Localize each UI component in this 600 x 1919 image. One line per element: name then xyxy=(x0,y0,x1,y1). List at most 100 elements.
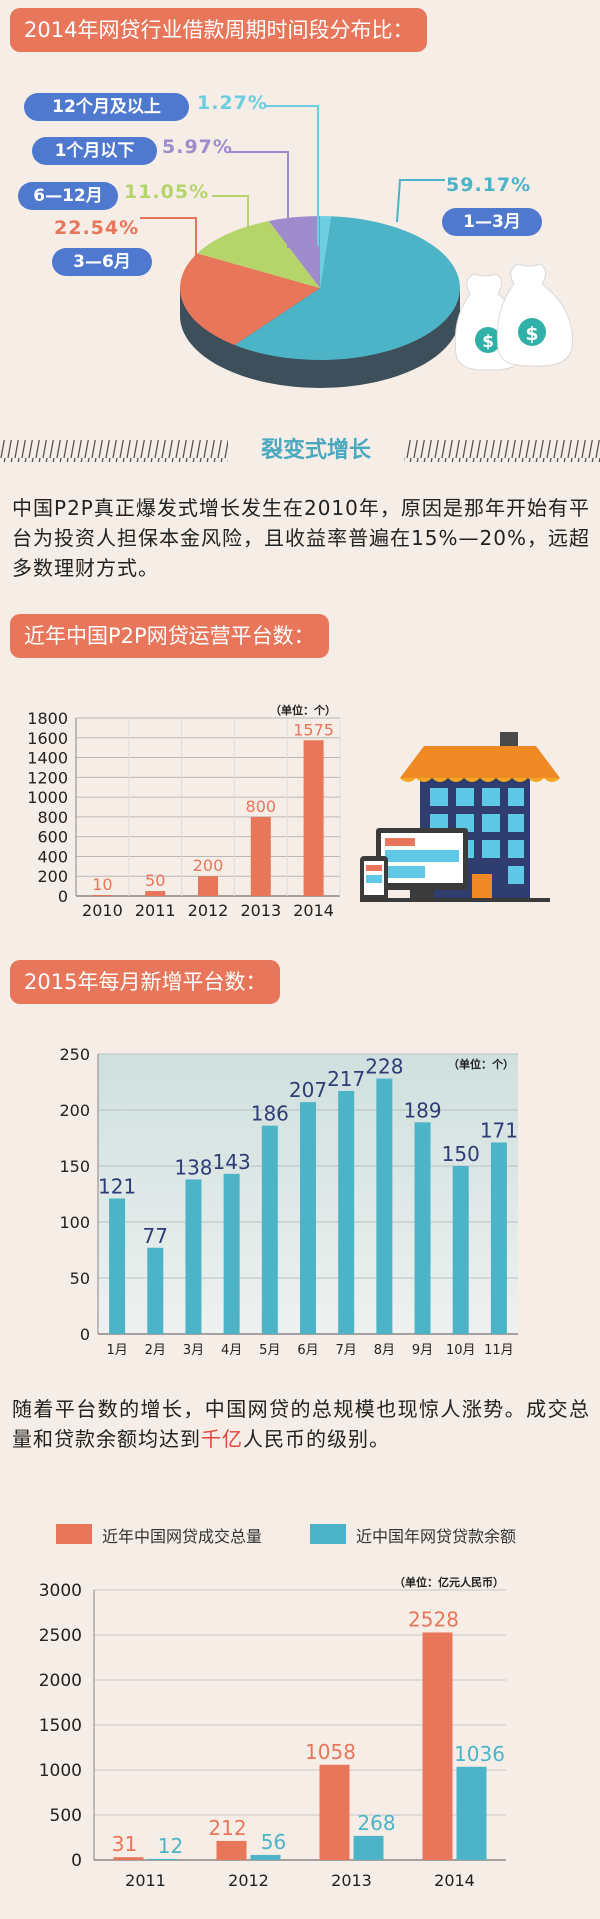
y-tick-label: 2500 xyxy=(39,1626,82,1646)
monthly-section-title: 2015年每月新增平台数： xyxy=(10,960,281,1004)
bar-value-label: 228 xyxy=(365,1055,403,1079)
x-tick-label: 3月 xyxy=(183,1343,204,1358)
x-tick-label: 8月 xyxy=(374,1343,395,1358)
x-tick-label: 2013 xyxy=(240,901,281,920)
bar xyxy=(250,816,271,896)
bar-balance xyxy=(147,1858,178,1860)
bar-value-label: 143 xyxy=(213,1150,251,1174)
bar-volume xyxy=(422,1632,453,1860)
label-1-3m: 1—3月 xyxy=(442,208,542,236)
y-tick-label: 400 xyxy=(37,847,68,866)
y-tick-label: 800 xyxy=(37,808,68,827)
y-tick-label: 100 xyxy=(59,1213,90,1232)
bar-value-label: 2528 xyxy=(408,1607,459,1631)
leader-under-1m xyxy=(228,151,289,248)
bar-value-label: 31 xyxy=(112,1832,137,1856)
label-12m-plus: 12个月及以上 xyxy=(24,93,189,121)
bar-value-label: 171 xyxy=(480,1118,518,1142)
y-tick-label: 1800 xyxy=(27,709,68,728)
bar xyxy=(109,1198,126,1334)
platforms-bar-chart: 0200400600800100012001400160018001020105… xyxy=(27,703,341,920)
x-tick-label: 2012 xyxy=(188,901,229,920)
monthly-bar-chart: 0 50 100 150 200 250 121 1月 77 2月 138 3月 143 4月 186 5月 2… xyxy=(59,1045,518,1358)
scale-text-highlight: 千亿 xyxy=(201,1427,243,1451)
x-tick-label: 6月 xyxy=(297,1343,318,1358)
y-tick-label: 3000 xyxy=(39,1581,82,1601)
bar-value-label: 138 xyxy=(174,1155,212,1179)
leader-3-6m xyxy=(140,217,197,265)
y-tick-label: 600 xyxy=(37,828,68,847)
bar-value-label: 212 xyxy=(208,1816,246,1840)
bar-value-label: 800 xyxy=(246,797,277,816)
pie-slice-3-6m xyxy=(179,253,320,346)
bar-value-label: 217 xyxy=(327,1067,365,1091)
y-tick-label: 200 xyxy=(37,867,68,886)
bar-value-label: 121 xyxy=(98,1174,136,1198)
bar-volume xyxy=(216,1840,247,1860)
bar-value-label: 12 xyxy=(158,1834,183,1858)
unit-label: （单位：个） xyxy=(448,1057,514,1071)
y-tick-label: 150 xyxy=(59,1157,90,1176)
x-tick-label: 5月 xyxy=(259,1343,280,1358)
pie-section-title: 2014年网贷行业借款周期时间段分布比： xyxy=(10,8,428,52)
bar xyxy=(452,1166,469,1334)
bar-volume xyxy=(319,1764,350,1860)
bar-value-label: 207 xyxy=(289,1078,327,1102)
scale-text: 随着平台数的增长，中国网贷的总规模也现惊人涨势。成交总量和贷款余额均达到千亿人民… xyxy=(12,1397,590,1451)
bar-value-label: 50 xyxy=(145,871,165,890)
bar-value-label: 186 xyxy=(251,1102,289,1126)
bar xyxy=(147,1247,164,1334)
bar-value-label: 10 xyxy=(92,875,112,894)
bar-value-label: 189 xyxy=(403,1098,441,1122)
bar-volume xyxy=(113,1857,144,1860)
bar-value-label: 1058 xyxy=(305,1740,356,1764)
bar xyxy=(198,876,218,896)
unit-label: （单位：个） xyxy=(270,703,336,717)
x-tick-label: 11月 xyxy=(484,1343,514,1358)
y-tick-label: 1500 xyxy=(39,1716,82,1736)
pie-slice-under-1m xyxy=(268,216,321,288)
x-tick-label: 4月 xyxy=(221,1343,242,1358)
legend-volume: 近年中国网贷成交总量 xyxy=(102,1527,263,1546)
x-tick-label: 10月 xyxy=(446,1343,476,1358)
y-tick-label: 1200 xyxy=(27,768,68,787)
y-tick-label: 250 xyxy=(59,1045,90,1064)
label-under-1m: 1个月以下 xyxy=(32,137,157,165)
bar xyxy=(490,1142,507,1334)
y-tick-label: 1600 xyxy=(27,729,68,748)
bar-value-label: 268 xyxy=(357,1811,395,1835)
pct-6-12m: 11.05% xyxy=(124,181,210,203)
money-bag-icon: $ $ xyxy=(454,263,573,371)
platforms-section-title: 近年中国P2P网贷运营平台数： xyxy=(10,614,329,658)
x-tick-label: 2011 xyxy=(135,901,176,920)
bar-value-label: 150 xyxy=(442,1142,480,1166)
y-tick-label: 50 xyxy=(70,1269,90,1288)
pct-under-1m: 5.97% xyxy=(162,136,233,158)
y-tick-label: 0 xyxy=(71,1851,82,1871)
bar xyxy=(338,1090,355,1334)
pie-slice-6-12m xyxy=(197,221,320,288)
label-3-6m: 3—6月 xyxy=(52,248,152,276)
bar xyxy=(376,1078,393,1334)
pct-1-3m: 59.17% xyxy=(446,174,532,196)
fission-text: 中国P2P真正爆发式增长发生在2010年，原因是那年开始有平台为投资人担保本金风… xyxy=(12,496,590,580)
pie-slice-12m-plus xyxy=(320,216,332,288)
x-tick-label: 2012 xyxy=(228,1871,269,1890)
y-tick-label: 500 xyxy=(50,1806,82,1826)
svg-text:$: $ xyxy=(482,332,494,352)
x-tick-label: 2010 xyxy=(82,901,123,920)
leader-1-3m xyxy=(396,179,445,223)
bar xyxy=(223,1173,240,1334)
label-6-12m: 6—12月 xyxy=(18,182,118,210)
divider-hatch xyxy=(0,440,600,462)
x-tick-label: 2014 xyxy=(434,1871,475,1890)
bar xyxy=(261,1125,278,1334)
bar-value-label: 56 xyxy=(261,1830,286,1854)
x-tick-label: 2013 xyxy=(331,1871,372,1890)
legend-swatch-volume xyxy=(56,1524,92,1544)
svg-text:$: $ xyxy=(525,323,538,345)
bar xyxy=(92,895,113,896)
bar-balance xyxy=(353,1835,384,1860)
pct-3-6m: 22.54% xyxy=(54,217,140,239)
bar xyxy=(185,1179,202,1334)
